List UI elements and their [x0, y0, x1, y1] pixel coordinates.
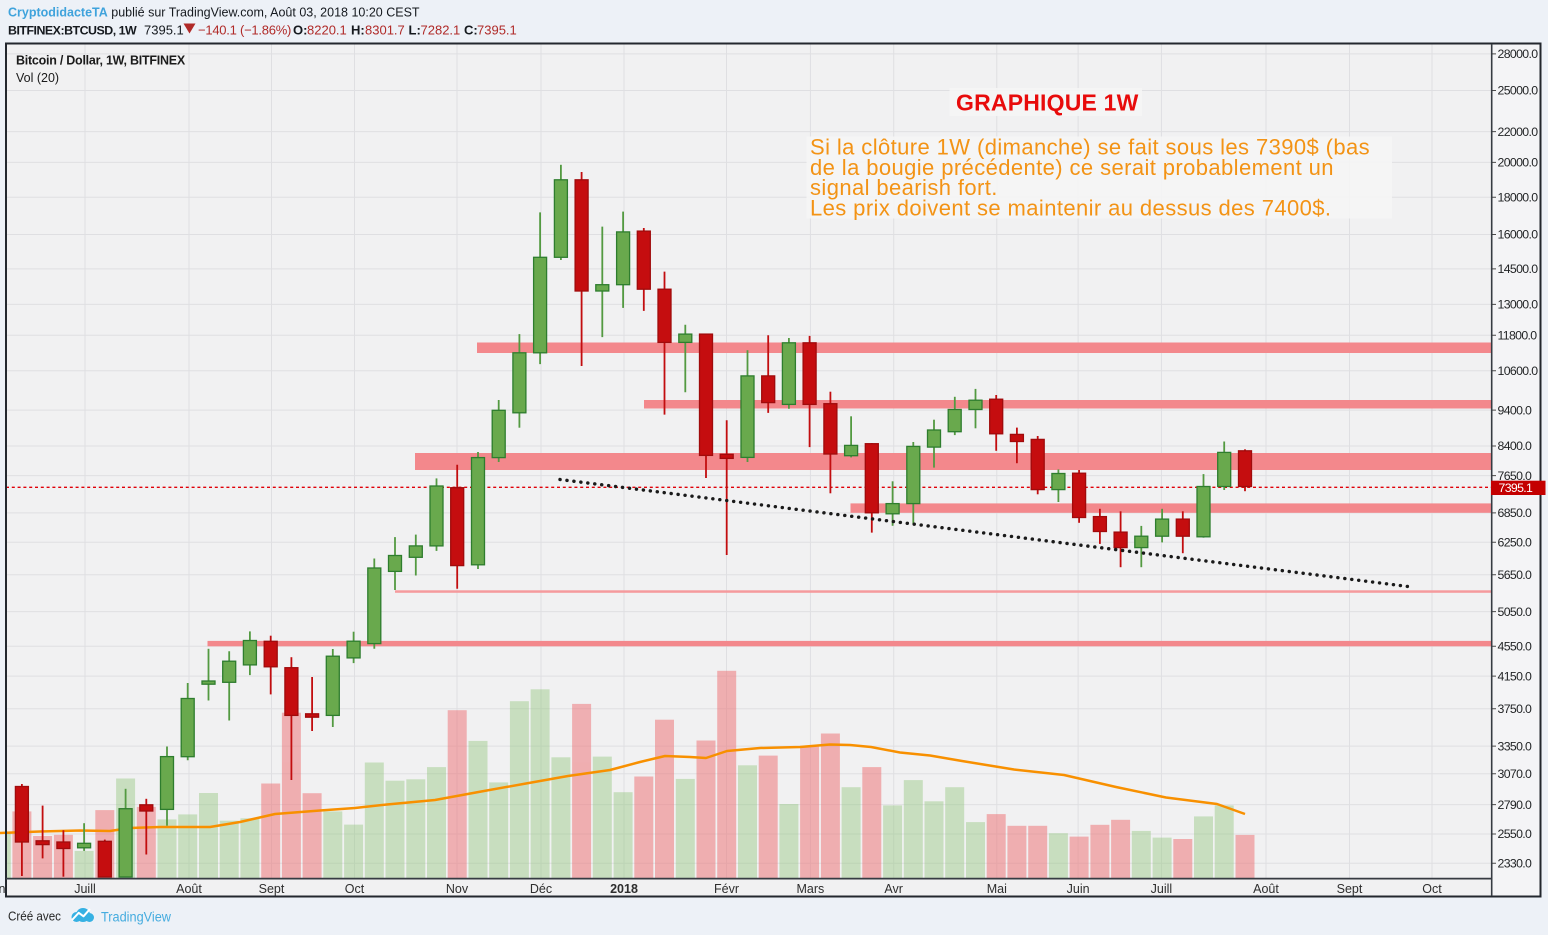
svg-text:Vol (20): Vol (20)	[16, 71, 59, 85]
svg-text:5650.0: 5650.0	[1498, 568, 1533, 582]
svg-text:2330.0: 2330.0	[1498, 856, 1533, 870]
svg-text:Août: Août	[1253, 882, 1279, 896]
svg-text:13000.0: 13000.0	[1498, 298, 1539, 312]
svg-text:Juin: Juin	[1067, 882, 1090, 896]
svg-text:5050.0: 5050.0	[1498, 605, 1533, 619]
svg-text:signal bearish fort.: signal bearish fort.	[810, 175, 998, 200]
svg-text:C:: C:	[464, 23, 478, 38]
svg-text:GRAPHIQUE 1W: GRAPHIQUE 1W	[956, 90, 1139, 116]
svg-text:Les prix doivent se maintenir: Les prix doivent se maintenir au dessus …	[810, 195, 1331, 220]
svg-text:4150.0: 4150.0	[1498, 669, 1533, 683]
svg-text:Juill: Juill	[1151, 882, 1173, 896]
svg-text:Avr: Avr	[884, 882, 903, 896]
svg-text:Créé avec: Créé avec	[8, 910, 61, 924]
svg-text:2550.0: 2550.0	[1498, 827, 1533, 841]
svg-text:7395.1: 7395.1	[144, 23, 184, 38]
svg-text:16000.0: 16000.0	[1498, 228, 1539, 242]
svg-text:4550.0: 4550.0	[1498, 640, 1533, 654]
svg-text:7395.1: 7395.1	[477, 23, 517, 38]
svg-text:3750.0: 3750.0	[1498, 702, 1533, 716]
svg-text:TradingView: TradingView	[101, 910, 171, 925]
svg-text:BITFINEX:BTCUSD, 1W: BITFINEX:BTCUSD, 1W	[8, 24, 137, 38]
svg-text:H:: H:	[351, 23, 365, 38]
svg-text:−140.1 (−1.86%): −140.1 (−1.86%)	[198, 23, 291, 38]
svg-text:8400.0: 8400.0	[1498, 439, 1533, 453]
svg-text:L:: L:	[409, 23, 421, 38]
svg-text:Nov: Nov	[446, 882, 469, 896]
svg-text:Déc: Déc	[530, 882, 552, 896]
svg-text:6850.0: 6850.0	[1498, 506, 1533, 520]
svg-text:8301.7: 8301.7	[365, 23, 405, 38]
svg-text:de la bougie précédente) ce se: de la bougie précédente) ce serait proba…	[810, 155, 1334, 180]
svg-text:O:: O:	[293, 23, 307, 38]
svg-text:Oct: Oct	[1422, 882, 1442, 896]
svg-text:11800.0: 11800.0	[1498, 328, 1538, 342]
svg-text:Oct: Oct	[345, 882, 365, 896]
svg-text:10600.0: 10600.0	[1498, 364, 1539, 378]
svg-text:25000.0: 25000.0	[1498, 84, 1539, 98]
svg-text:9400.0: 9400.0	[1498, 403, 1533, 417]
svg-text:Mai: Mai	[987, 882, 1007, 896]
svg-text:n: n	[0, 882, 6, 896]
svg-text:3070.0: 3070.0	[1498, 767, 1533, 781]
svg-text:Févr: Févr	[714, 882, 739, 896]
svg-text:7282.1: 7282.1	[421, 23, 461, 38]
svg-text:6250.0: 6250.0	[1498, 536, 1533, 550]
svg-text:2790.0: 2790.0	[1498, 798, 1533, 812]
svg-text:7395.1: 7395.1	[1499, 481, 1534, 495]
svg-text:22000.0: 22000.0	[1498, 125, 1539, 139]
svg-text:20000.0: 20000.0	[1498, 156, 1539, 170]
svg-text:Août: Août	[176, 882, 202, 896]
svg-text:8220.1: 8220.1	[307, 23, 347, 38]
svg-text:7650.0: 7650.0	[1498, 469, 1533, 483]
svg-text:CryptodidacteTA publié sur Tra: CryptodidacteTA publié sur TradingView.c…	[8, 6, 420, 20]
svg-text:Mars: Mars	[797, 882, 825, 896]
svg-text:Sept: Sept	[1337, 882, 1363, 896]
svg-text:2018: 2018	[610, 882, 638, 896]
svg-text:3350.0: 3350.0	[1498, 739, 1533, 753]
svg-text:Bitcoin / Dollar, 1W, BITFINEX: Bitcoin / Dollar, 1W, BITFINEX	[16, 54, 186, 68]
svg-text:Sept: Sept	[259, 882, 285, 896]
svg-text:Si la clôture 1W (dimanche) se: Si la clôture 1W (dimanche) se fait sous…	[810, 135, 1370, 160]
svg-text:Juill: Juill	[74, 882, 96, 896]
svg-text:18000.0: 18000.0	[1498, 190, 1539, 204]
svg-text:28000.0: 28000.0	[1498, 47, 1539, 61]
svg-text:14500.0: 14500.0	[1498, 262, 1539, 276]
